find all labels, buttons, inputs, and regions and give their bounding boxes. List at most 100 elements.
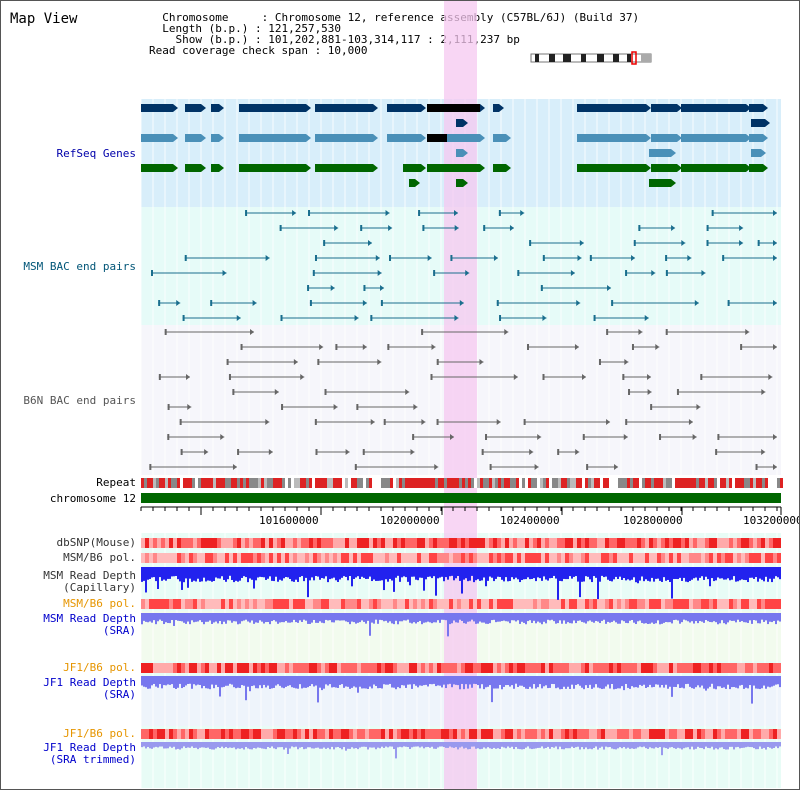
b6n-bac-pair-end (581, 374, 586, 380)
jf1-pol-2-heat-cell (729, 729, 733, 739)
track-label-dbsnp[interactable]: dbSNP(Mouse) (56, 536, 136, 549)
msm-bac-pair-end (517, 270, 520, 276)
jf1-sra-depth-bar (205, 676, 207, 689)
track-label-refseq-genes[interactable]: RefSeq Genes (56, 147, 136, 160)
msm-pol-sra-heat-cell (749, 599, 753, 609)
track-label-msm-read-depth-sra[interactable]: MSM Read Depth (43, 612, 136, 625)
msm-sra-depth-bar (197, 613, 199, 622)
jf1-pol-2-heat-cell (469, 729, 473, 739)
jf1-sra-depth-bar (201, 676, 203, 689)
msm-sra-depth-bar (525, 613, 527, 625)
msm-capillary-depth-bar (557, 567, 559, 600)
track-label-jf1-read-depth-trimmed[interactable]: JF1 Read Depth (43, 741, 136, 754)
msm-capillary-depth-bar (591, 567, 593, 583)
track-label-msm-b6-pol[interactable]: MSM/B6 pol. (63, 551, 136, 564)
msm-capillary-depth-bar (411, 567, 413, 577)
jf1-sra-depth-bar (481, 676, 483, 685)
ideogram-band (597, 54, 604, 62)
b6n-bac-pair-end (676, 389, 679, 395)
jf1-trimmed-depth-bar (603, 742, 605, 750)
track-label-jf1-b6-pol[interactable]: JF1/B6 pol. (63, 661, 136, 674)
jf1-pol-heat-cell (281, 663, 285, 673)
msm-pol-heat-cell (573, 553, 577, 563)
msm-pol-heat-cell (529, 553, 533, 563)
msm-sra-depth-bar (753, 613, 755, 621)
jf1-trimmed-depth-bar (499, 742, 501, 749)
jf1-sra-depth-bar (485, 676, 487, 688)
jf1-trimmed-depth-bar (409, 742, 411, 749)
msm-sra-depth-bar (527, 613, 529, 622)
repeat-element (249, 478, 252, 488)
jf1-sra-depth-bar (563, 676, 565, 687)
msm-pol-heat-cell (477, 553, 481, 563)
b6n-bac-pair-end (187, 404, 192, 410)
jf1-pol-heat-cell (297, 663, 301, 673)
jf1-pol-heat-cell (669, 663, 673, 673)
dbsnp-heat-cell (709, 538, 713, 548)
msm-capillary-depth-bar (523, 567, 525, 580)
msm-pol-sra-heat-cell (453, 599, 457, 609)
jf1-trimmed-depth-bar (669, 742, 671, 748)
repeat-element (576, 478, 579, 488)
msm-capillary-depth-bar (521, 567, 523, 581)
msm-capillary-depth-bar (611, 567, 613, 582)
repeat-element (207, 478, 210, 488)
msm-sra-depth-bar (243, 613, 245, 621)
b6n-bac-pair-end (237, 449, 240, 455)
msm-pol-sra-heat-cell (337, 599, 341, 609)
jf1-sra-depth-bar (363, 676, 365, 689)
msm-sra-depth-bar (577, 613, 579, 621)
msm-pol-sra-heat-cell (645, 599, 649, 609)
repeat-element (654, 478, 657, 488)
msm-capillary-depth-bar (181, 567, 183, 590)
msm-capillary-depth-bar (333, 567, 335, 578)
msm-pol-heat-cell (669, 553, 673, 563)
msm-capillary-depth-bar (321, 567, 323, 579)
jf1-sra-depth-bar (745, 676, 747, 688)
msm-pol-sra-heat-cell (689, 599, 693, 609)
repeat-element (762, 478, 765, 488)
msm-capillary-depth-bar (309, 567, 311, 581)
msm-bac-pair-end (388, 225, 393, 231)
msm-sra-depth-bar (591, 613, 593, 622)
jf1-sra-depth-bar (311, 676, 313, 685)
track-label-jf1-b6-pol-2[interactable]: JF1/B6 pol. (63, 727, 136, 740)
jf1-pol-heat-cell (373, 663, 377, 673)
msm-capillary-depth-bar (165, 567, 167, 581)
msm-sra-depth-bar (273, 613, 275, 621)
msm-sra-depth-bar (701, 613, 703, 622)
msm-sra-depth-bar (565, 613, 567, 624)
msm-capillary-depth-bar (459, 567, 461, 581)
jf1-trimmed-depth-bar (209, 742, 211, 750)
track-label-msm-bac[interactable]: MSM BAC end pairs (23, 260, 136, 273)
dbsnp-heat-cell (485, 538, 489, 548)
jf1-trimmed-depth-bar (421, 742, 423, 747)
jf1-sra-depth-bar (221, 676, 223, 688)
b6n-bac-pair-end (586, 464, 589, 470)
msm-sra-depth-bar (373, 613, 375, 624)
jf1-trimmed-depth-bar (713, 742, 715, 750)
msm-capillary-depth-bar (205, 567, 207, 582)
track-label-msm-b6-pol-sra[interactable]: MSM/B6 pol. (63, 597, 136, 610)
track-label-msm-read-depth-capillary[interactable]: MSM Read Depth (43, 569, 136, 582)
dbsnp-heat-cell (449, 538, 453, 548)
track-label-b6n-bac[interactable]: B6N BAC end pairs (23, 394, 136, 407)
dbsnp-heat-cell (665, 538, 669, 548)
jf1-sra-depth-bar (627, 676, 629, 688)
msm-pol-heat-cell (693, 553, 697, 563)
jf1-trimmed-depth-bar (719, 742, 721, 748)
msm-pol-sra-heat-cell (489, 599, 493, 609)
jf1-sra-depth-bar (203, 676, 205, 686)
repeat-element (279, 478, 282, 488)
jf1-trimmed-depth-bar (545, 742, 547, 748)
msm-capillary-depth-bar (541, 567, 543, 581)
jf1-sra-depth-bar (215, 676, 217, 685)
jf1-trimmed-depth-bar (149, 742, 151, 749)
msm-pol-heat-cell (169, 553, 173, 563)
msm-sra-depth-bar (711, 613, 713, 623)
msm-capillary-depth-bar (145, 567, 147, 593)
axis-tick-label: 102800000 (623, 514, 683, 527)
track-label-jf1-read-depth-sra[interactable]: JF1 Read Depth (43, 676, 136, 689)
